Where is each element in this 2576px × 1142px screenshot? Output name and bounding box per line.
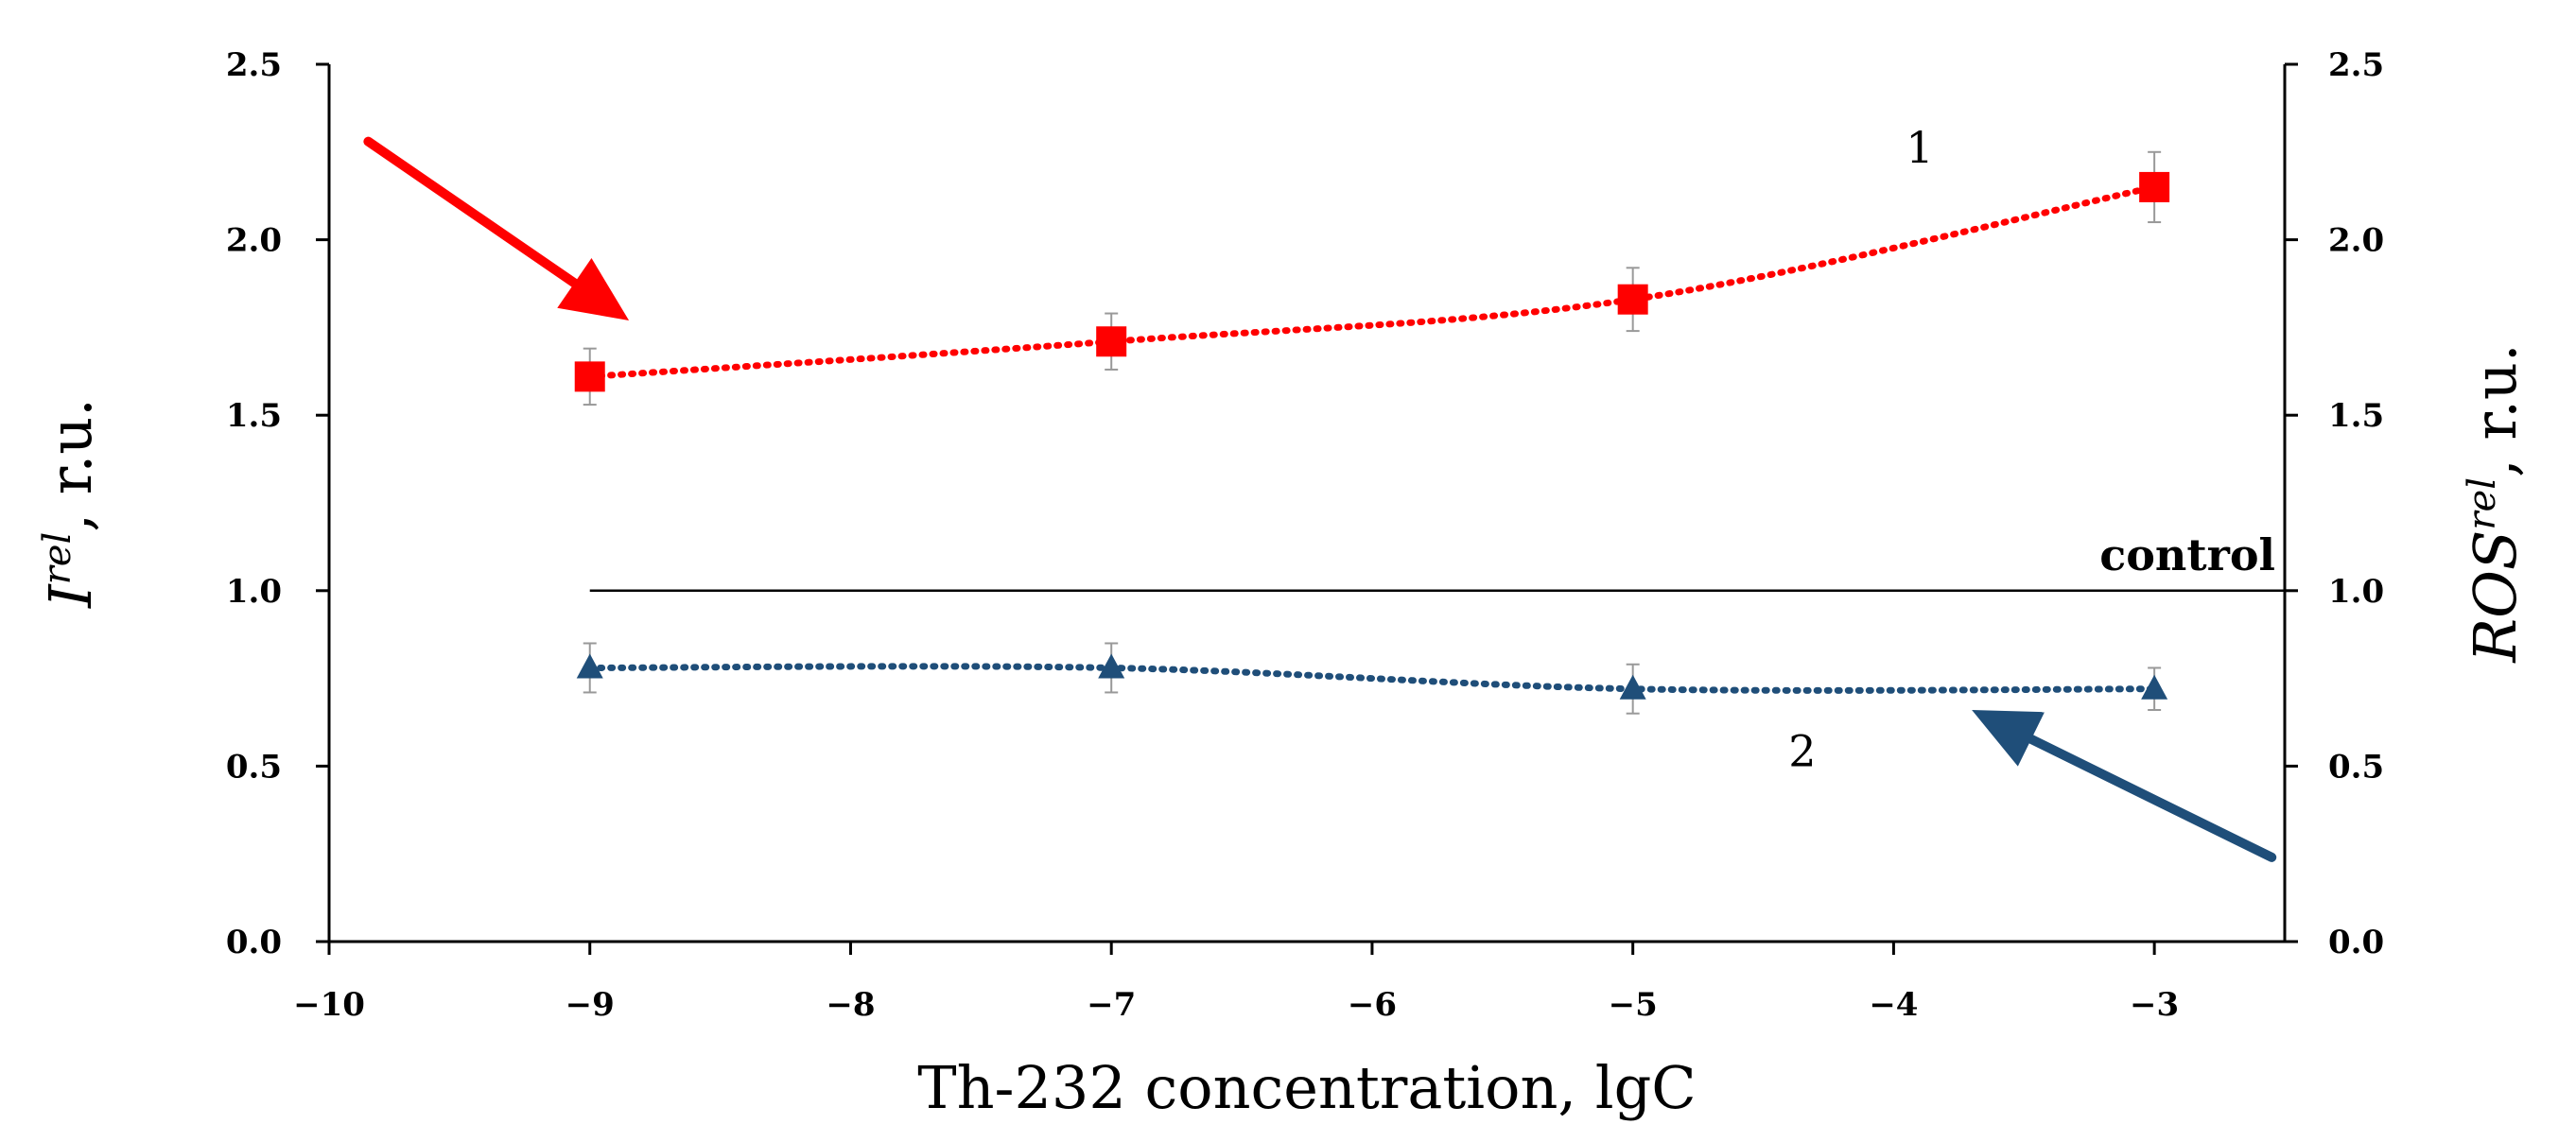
data-point-triangle <box>576 653 603 679</box>
x-tick-label: −7 <box>1087 986 1136 1024</box>
series-annotation: 1 <box>1906 122 1933 173</box>
y-right-main: ROS <box>2461 530 2530 664</box>
x-tick-label: −4 <box>1869 986 1918 1024</box>
y-tick-label-left: 1.0 <box>226 573 282 611</box>
data-point-square <box>1617 284 1648 315</box>
y-axis-title-left: Irel, r.u. <box>36 398 105 609</box>
arrow-head <box>1972 710 2045 767</box>
y-tick-label-right: 1.5 <box>2328 397 2384 435</box>
y-tick-label-right: 0.0 <box>2328 924 2384 961</box>
arrow-shaft <box>363 136 580 288</box>
series-2-line <box>586 663 2158 694</box>
data-point-square <box>2139 171 2170 202</box>
arrow-head <box>557 257 630 320</box>
y-tick-label-left: 0.0 <box>226 924 282 961</box>
series-1-line <box>586 183 2158 380</box>
y-right-rest: , r.u. <box>2461 343 2530 477</box>
x-tick-label: −5 <box>1609 986 1658 1024</box>
x-tick-label: −6 <box>1348 986 1397 1024</box>
y-tick-label-right: 1.0 <box>2328 573 2384 611</box>
y-tick-label-right: 0.5 <box>2328 748 2384 786</box>
y-tick-label-left: 0.5 <box>226 748 282 786</box>
series-2 <box>576 642 2168 715</box>
x-tick-label: −3 <box>2130 986 2179 1024</box>
y-left-rest: , r.u. <box>36 398 105 532</box>
y-tick-label-right: 2.0 <box>2328 222 2384 260</box>
y-tick-label-left: 2.5 <box>226 46 282 84</box>
y-tick-label-left: 1.5 <box>226 397 282 435</box>
data-point-triangle <box>2141 674 2168 700</box>
x-tick-label: −10 <box>293 986 365 1024</box>
pointer-arrow <box>363 136 630 320</box>
data-point-square <box>1096 326 1127 357</box>
series-annotation: 2 <box>1788 725 1816 776</box>
chart-marks: 12 <box>363 122 2285 862</box>
data-point-triangle <box>1098 653 1125 679</box>
x-tick-label: −9 <box>566 986 615 1024</box>
y-tick-label-left: 2.0 <box>226 222 282 260</box>
y-left-sup: rel <box>36 532 79 585</box>
y-tick-label-right: 2.5 <box>2328 46 2384 84</box>
y-right-sup: rel <box>2461 477 2504 530</box>
x-tick-label: −8 <box>826 986 875 1024</box>
data-point-triangle <box>1619 674 1646 700</box>
chart-axes: 0.0 0.0 0.5 0.5 1.0 1.0 1.5 1.5 2.0 2.0 2.5 2.5 −10 −… <box>226 46 2384 1024</box>
control-label: control <box>2099 529 2275 580</box>
pointer-arrow <box>1972 710 2277 862</box>
data-point-square <box>574 361 605 392</box>
arrow-shaft <box>2026 734 2277 862</box>
y-axis-title-right: ROSrel, r.u. <box>2461 343 2530 663</box>
y-left-main: I <box>36 583 105 609</box>
series-1 <box>574 150 2170 407</box>
x-axis-title: Th-232 concentration, lgC <box>917 1053 1697 1122</box>
